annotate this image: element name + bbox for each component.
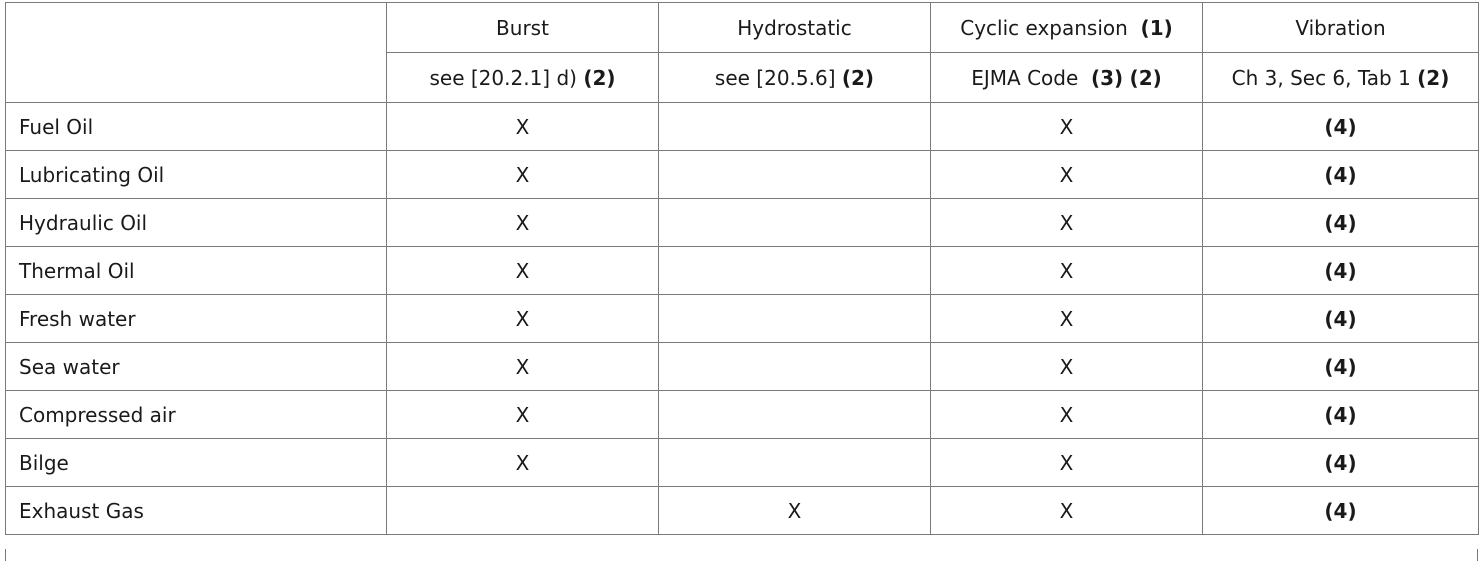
subheader-cyclic-note-2: (2) <box>1129 65 1162 90</box>
burst-cell: X <box>386 102 659 151</box>
burst-cell: X <box>386 438 659 487</box>
cyclic-cell: X <box>930 198 1203 247</box>
note-marker: (4) <box>1324 258 1357 283</box>
burst-cell: X <box>386 198 659 247</box>
subheader-cyclic-note-3: (3) <box>1090 65 1124 90</box>
subheader-burst-ref: see [20.2.1] d) <box>429 65 577 90</box>
note-marker: (4) <box>1324 498 1357 523</box>
cyclic-cell: X <box>930 486 1203 535</box>
header-cyclic-label: Cyclic expansion <box>960 15 1128 40</box>
note-marker: (4) <box>1324 162 1357 187</box>
burst-cell: X <box>386 294 659 343</box>
burst-cell: X <box>386 150 659 199</box>
vibration-cell: (4) <box>1202 294 1479 343</box>
subheader-vibration-ref: Ch 3, Sec 6, Tab 1 <box>1231 65 1411 90</box>
note-marker: (4) <box>1324 354 1357 379</box>
subheader-burst: see [20.2.1] d) (2) <box>386 52 659 103</box>
table-row: Thermal Oil X X (4) <box>5 246 1479 295</box>
row-label: Sea water <box>5 342 387 391</box>
subheader-hydrostatic-ref: see [20.5.6] <box>714 65 836 90</box>
note-marker: (4) <box>1324 114 1357 139</box>
header-vibration: Vibration <box>1202 2 1479 53</box>
vibration-cell: (4) <box>1202 246 1479 295</box>
row-label: Bilge <box>5 438 387 487</box>
hydrostatic-cell <box>658 390 931 439</box>
table-row: Compressed air X X (4) <box>5 390 1479 439</box>
row-label: Fresh water <box>5 294 387 343</box>
vibration-cell: (4) <box>1202 150 1479 199</box>
test-requirements-table: Burst Hydrostatic Cyclic expansion (1) V… <box>5 2 1479 535</box>
row-label: Lubricating Oil <box>5 150 387 199</box>
table-row: Sea water X X (4) <box>5 342 1479 391</box>
vibration-cell: (4) <box>1202 198 1479 247</box>
header-cyclic-note: (1) <box>1140 15 1173 40</box>
note-marker: (4) <box>1324 402 1357 427</box>
vibration-cell: (4) <box>1202 486 1479 535</box>
hydrostatic-cell <box>658 246 931 295</box>
burst-cell: X <box>386 246 659 295</box>
table-row: Hydraulic Oil X X (4) <box>5 198 1479 247</box>
subheader-hydrostatic: see [20.5.6] (2) <box>658 52 931 103</box>
burst-cell <box>386 486 659 535</box>
burst-cell: X <box>386 342 659 391</box>
cyclic-cell: X <box>930 150 1203 199</box>
row-label: Hydraulic Oil <box>5 198 387 247</box>
row-label: Exhaust Gas <box>5 486 387 535</box>
note-marker: (4) <box>1324 450 1357 475</box>
table-row: Fresh water X X (4) <box>5 294 1479 343</box>
note-marker: (4) <box>1324 306 1357 331</box>
subheader-hydrostatic-note: (2) <box>841 65 875 90</box>
table-row: Bilge X X (4) <box>5 438 1479 487</box>
subheader-vibration-note: (2) <box>1417 65 1450 90</box>
subheader-burst-note: (2) <box>583 65 616 90</box>
hydrostatic-cell <box>658 294 931 343</box>
vibration-cell: (4) <box>1202 438 1479 487</box>
table-row: Fuel Oil X X (4) <box>5 102 1479 151</box>
table-continuation <box>5 549 1478 561</box>
vibration-cell: (4) <box>1202 342 1479 391</box>
header-cyclic-expansion: Cyclic expansion (1) <box>930 2 1203 53</box>
hydrostatic-cell <box>658 150 931 199</box>
table-row: Lubricating Oil X X (4) <box>5 150 1479 199</box>
table-row: Exhaust Gas X X (4) <box>5 486 1479 535</box>
row-label: Thermal Oil <box>5 246 387 295</box>
subheader-cyclic: EJMA Code (3) (2) <box>930 52 1203 103</box>
cyclic-cell: X <box>930 246 1203 295</box>
cyclic-cell: X <box>930 438 1203 487</box>
cyclic-cell: X <box>930 342 1203 391</box>
hydrostatic-cell <box>658 102 931 151</box>
cyclic-cell: X <box>930 294 1203 343</box>
hydrostatic-cell <box>658 438 931 487</box>
header-burst: Burst <box>386 2 659 53</box>
subheader-cyclic-ref: EJMA Code <box>971 65 1079 90</box>
hydrostatic-cell: X <box>658 486 931 535</box>
header-row: Burst Hydrostatic Cyclic expansion (1) V… <box>5 2 1479 103</box>
vibration-cell: (4) <box>1202 102 1479 151</box>
cyclic-cell: X <box>930 102 1203 151</box>
cyclic-cell: X <box>930 390 1203 439</box>
hydrostatic-cell <box>658 198 931 247</box>
burst-cell: X <box>386 390 659 439</box>
corner-cell <box>5 2 387 103</box>
row-label: Fuel Oil <box>5 102 387 151</box>
row-label: Compressed air <box>5 390 387 439</box>
note-marker: (4) <box>1324 210 1357 235</box>
header-hydrostatic: Hydrostatic <box>658 2 931 53</box>
hydrostatic-cell <box>658 342 931 391</box>
subheader-vibration: Ch 3, Sec 6, Tab 1 (2) <box>1202 52 1479 103</box>
vibration-cell: (4) <box>1202 390 1479 439</box>
